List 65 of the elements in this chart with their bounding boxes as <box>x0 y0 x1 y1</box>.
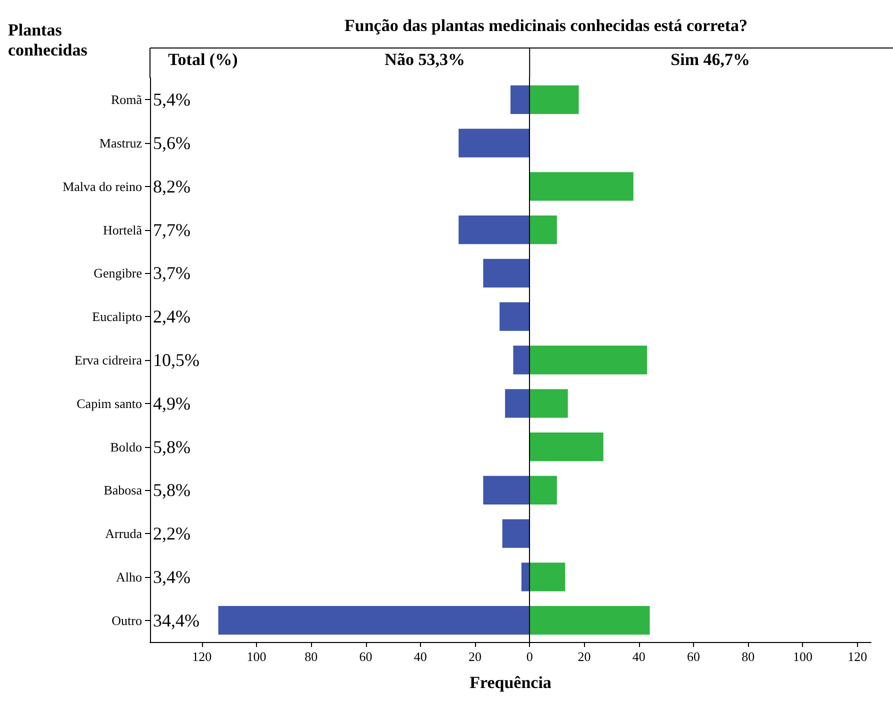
x-tick-label: 20 <box>468 649 482 664</box>
bar <box>513 346 530 374</box>
y-tick-label: Arruda <box>105 526 142 542</box>
text: Total (%) <box>168 50 238 69</box>
x-tick-label: 120 <box>848 649 868 664</box>
bar <box>530 85 579 114</box>
y-tick-label: Gengibre <box>94 266 142 281</box>
annotation: 7,7% <box>153 220 190 240</box>
annotation: 8,2% <box>153 176 190 196</box>
annotation: 3,4% <box>153 566 190 587</box>
bar <box>483 258 530 288</box>
bar <box>521 562 530 592</box>
x-tick-label: 40 <box>632 649 646 664</box>
bar <box>530 216 557 244</box>
bar <box>218 606 530 635</box>
y-tick-label: Malva do reino <box>62 178 142 194</box>
y-tick-label: Capim santo <box>76 396 142 411</box>
bar <box>530 172 634 201</box>
annotation: 10,5% <box>153 350 200 370</box>
bar <box>530 562 566 592</box>
bar <box>530 432 604 462</box>
annotation: 2,2% <box>153 524 190 544</box>
annotation: 4,9% <box>153 393 190 414</box>
y-tick-label: Boldo <box>110 439 142 454</box>
annotation: 2,4% <box>153 306 190 327</box>
x-tick-label: 100 <box>246 649 266 664</box>
annotation: 34,4% <box>153 610 200 630</box>
bar <box>510 85 530 114</box>
x-tick-label: 80 <box>742 649 755 664</box>
bar <box>500 302 530 331</box>
chart-title: Função das plantas medicinais conhecidas está correta? <box>344 16 748 35</box>
annotation: 3,7% <box>153 263 190 284</box>
y-tick-label: Babosa <box>104 482 142 498</box>
y-tick-label: Eucalipto <box>92 309 142 324</box>
bar <box>530 389 568 418</box>
annotation: 5,4% <box>153 90 190 110</box>
x-tick-label: 60 <box>359 649 372 664</box>
y-tick-label: Hortelã <box>103 222 142 238</box>
y-tick-label: Alho <box>116 569 142 584</box>
bar <box>530 346 648 374</box>
annotation: 5,8% <box>153 436 190 457</box>
x-tick-label: 100 <box>792 649 812 664</box>
x-axis-title: Frequência <box>470 673 552 692</box>
annotation: 5,8% <box>153 480 190 500</box>
text: Não 53,3% <box>384 50 465 69</box>
x-tick-label: 80 <box>304 649 318 664</box>
bar <box>505 389 530 418</box>
y-tick-label: Outro <box>112 612 142 628</box>
x-tick-label: 20 <box>578 649 591 664</box>
bar <box>530 606 650 635</box>
bar <box>483 476 530 504</box>
x-tick-label: 120 <box>192 649 212 664</box>
x-tick-label: 40 <box>414 649 427 664</box>
bar <box>502 519 530 548</box>
bar <box>530 476 557 504</box>
x-tick-label: 0 <box>526 649 533 664</box>
y-tick-label: Romã <box>110 92 142 108</box>
bar <box>458 128 530 158</box>
y-tick-label: Mastruz <box>99 136 142 151</box>
bar <box>458 216 530 244</box>
annotation: 5,6% <box>153 133 190 154</box>
text: Sim 46,7% <box>670 50 750 69</box>
x-tick-label: 60 <box>686 649 700 664</box>
y-axis-title: Plantas conhecidas <box>8 20 88 60</box>
y-tick-label: Erva cidreira <box>74 352 142 368</box>
